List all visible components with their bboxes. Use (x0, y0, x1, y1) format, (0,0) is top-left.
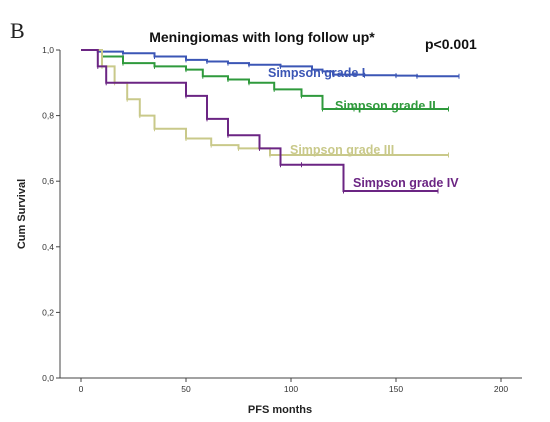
series-2: Simpson grade II (81, 49, 449, 113)
series-line (81, 49, 438, 193)
p-value-annotation: p<0.001 (425, 36, 477, 52)
chart-title: Meningiomas with long follow up* (149, 29, 375, 45)
y-tick-label: 0,4 (42, 242, 54, 252)
y-tick-label: 0,0 (42, 373, 54, 383)
x-tick-label: 0 (79, 384, 84, 394)
x-tick-label: 200 (494, 384, 508, 394)
y-tick-label: 0,2 (42, 307, 54, 317)
series-label: Simpson grade III (290, 143, 394, 157)
series-3: Simpson grade III (81, 49, 449, 158)
series-line (81, 49, 459, 78)
x-tick-label: 150 (389, 384, 403, 394)
series-1: Simpson grade I (81, 49, 460, 80)
series-layer: Simpson grade I Simpson grade II Simpson g… (81, 49, 460, 194)
panel-letter: B (10, 18, 25, 43)
series-label: Simpson grade IV (353, 176, 459, 190)
series-4: Simpson grade IV (81, 49, 459, 194)
x-tick-label: 100 (284, 384, 298, 394)
y-tick-label: 0,6 (42, 176, 54, 186)
y-tick-label: 1,0 (42, 45, 54, 55)
y-axis-label: Cum Survival (16, 179, 28, 249)
x-axis-label: PFS months (248, 404, 312, 416)
y-tick-label: 0,8 (42, 111, 54, 121)
axes: 0 50 100 150 200 0,0 0,2 0,4 0,6 0,8 1,0 (42, 45, 522, 394)
series-label: Simpson grade I (268, 66, 365, 80)
x-tick-label: 50 (181, 384, 191, 394)
series-label: Simpson grade II (335, 99, 436, 113)
